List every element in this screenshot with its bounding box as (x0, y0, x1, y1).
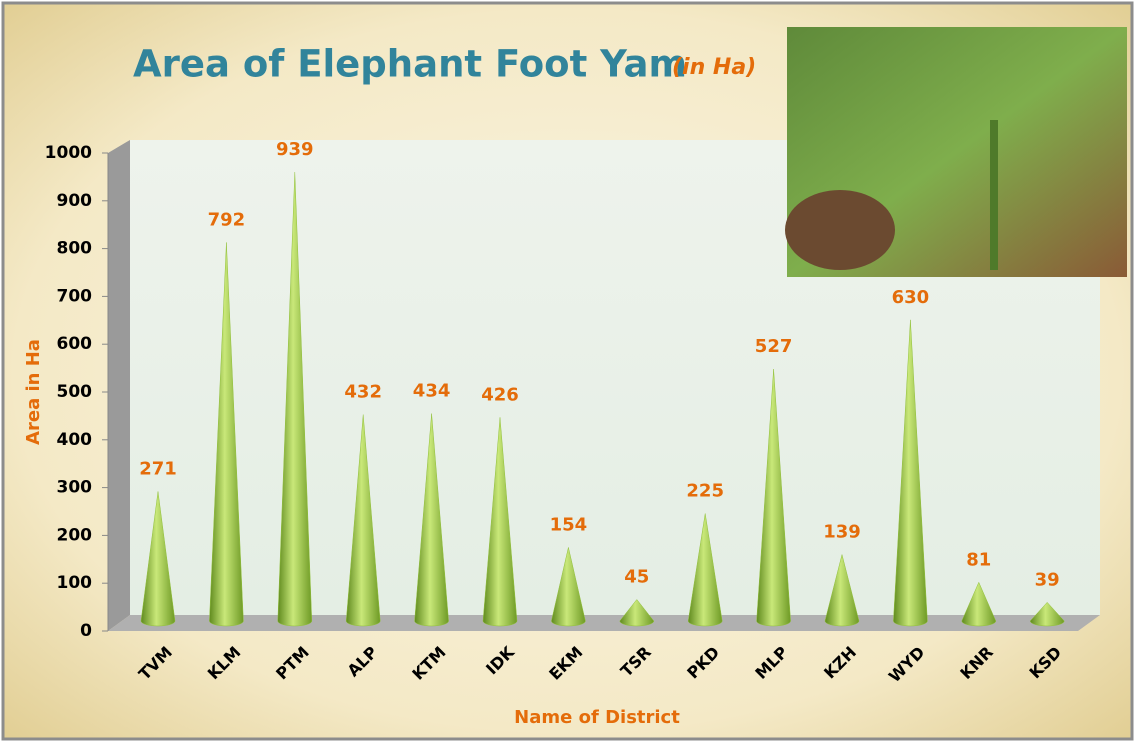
data-label: 939 (276, 139, 314, 160)
data-label: 434 (413, 381, 451, 402)
data-label: 39 (1035, 569, 1060, 590)
y-tick-label: 200 (57, 525, 93, 545)
chart-title: Area of Elephant Foot Yam (133, 43, 687, 86)
x-axis-label: Name of District (514, 707, 680, 728)
data-label: 426 (481, 384, 519, 405)
data-label: 432 (344, 382, 382, 403)
y-tick-label: 400 (57, 430, 93, 450)
data-label: 792 (208, 209, 246, 230)
yam-tubers (785, 190, 895, 270)
floor (108, 615, 1100, 631)
y-tick-label: 0 (80, 621, 92, 641)
data-label: 45 (624, 566, 649, 587)
y-tick-label: 500 (57, 382, 93, 402)
y-tick-label: 700 (57, 286, 93, 306)
y-tick-label: 100 (57, 573, 93, 593)
y-tick-label: 900 (57, 191, 93, 211)
data-label: 81 (966, 549, 991, 570)
data-label: 225 (686, 480, 724, 501)
data-label: 139 (823, 522, 861, 543)
y-tick-label: 1000 (45, 143, 92, 163)
data-label: 630 (892, 287, 930, 308)
side-wall (108, 140, 130, 631)
y-axis-label: Area in Ha (23, 339, 44, 445)
data-label: 154 (550, 514, 588, 535)
plant-stem (990, 120, 998, 270)
y-tick-label: 600 (57, 334, 93, 354)
data-label: 271 (139, 458, 177, 479)
title-unit: (in Ha) (672, 55, 756, 80)
chart: Area of Elephant Foot Yam (in Ha) Area i… (0, 0, 1135, 742)
y-tick-label: 300 (57, 478, 93, 498)
y-tick-label: 800 (57, 239, 93, 259)
data-label: 527 (755, 336, 793, 357)
